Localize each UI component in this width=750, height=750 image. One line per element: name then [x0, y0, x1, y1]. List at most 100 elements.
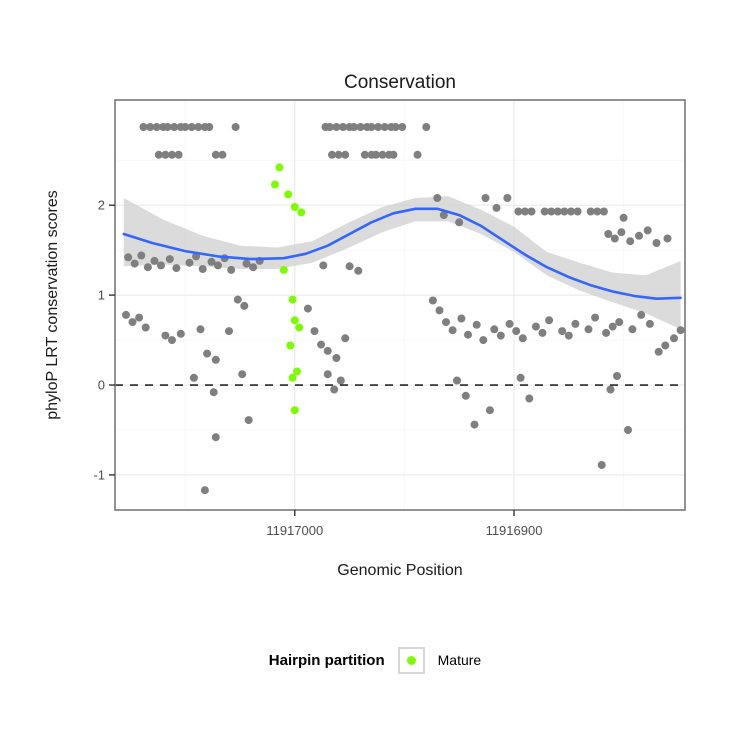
- data-point-other: [168, 336, 176, 345]
- data-point-mature: [275, 163, 284, 172]
- data-point-other: [514, 207, 523, 216]
- data-point-other: [137, 251, 146, 260]
- data-point-other: [540, 207, 549, 216]
- data-point-other: [567, 207, 575, 216]
- data-point-other: [189, 373, 198, 382]
- data-point-mature: [271, 180, 279, 189]
- panel-border: [114, 99, 686, 511]
- data-point-other: [185, 258, 194, 267]
- data-point-other: [249, 263, 258, 272]
- data-point-mature: [297, 208, 306, 217]
- data-point-other: [323, 370, 332, 379]
- data-point-other: [165, 255, 174, 264]
- data-point-other: [238, 370, 247, 379]
- data-point-other: [670, 334, 678, 343]
- data-point-other: [341, 334, 350, 343]
- data-point-other: [378, 150, 387, 159]
- data-point-other: [227, 265, 236, 274]
- data-point-other: [345, 262, 354, 271]
- x-axis-title: Genomic Position: [337, 562, 462, 579]
- data-point-other: [643, 226, 652, 235]
- data-point-other: [172, 264, 181, 273]
- confidence-ribbon: [123, 196, 681, 330]
- data-point-other: [586, 207, 595, 216]
- data-point-other: [538, 328, 547, 337]
- data-point-other: [323, 346, 332, 355]
- data-point-other: [645, 319, 654, 328]
- data-point-other: [336, 376, 345, 385]
- data-point-other: [591, 313, 600, 322]
- data-point-other: [560, 207, 569, 216]
- data-point-other: [231, 123, 240, 131]
- data-point-other: [654, 347, 663, 356]
- legend-title: Hairpin partition: [268, 651, 385, 669]
- data-point-other: [470, 420, 479, 429]
- data-point-other: [512, 327, 521, 336]
- data-point-other: [479, 336, 488, 345]
- mature-point-icon: [406, 655, 416, 665]
- data-point-other: [187, 123, 196, 131]
- data-point-other: [360, 150, 369, 159]
- data-point-other: [240, 301, 249, 310]
- data-point-other: [303, 304, 312, 313]
- data-point-other: [435, 306, 444, 315]
- legend: Hairpin partition Mature: [0, 638, 750, 682]
- data-point-other: [317, 340, 326, 349]
- data-point-other: [310, 327, 319, 336]
- data-point-other: [503, 194, 512, 202]
- data-point-other: [325, 123, 334, 131]
- data-point-other: [597, 461, 606, 469]
- x-tick-label: 11916900: [486, 523, 543, 538]
- data-point-other: [525, 394, 534, 403]
- data-point-other: [663, 234, 672, 243]
- data-point-other: [163, 123, 172, 131]
- data-point-other: [341, 150, 350, 159]
- data-point-other: [433, 194, 442, 202]
- smooth-line: [122, 207, 682, 301]
- data-point-other: [161, 331, 170, 340]
- data-point-other: [389, 150, 398, 159]
- data-point-other: [624, 426, 632, 434]
- data-point-other: [573, 207, 582, 216]
- data-point-other: [330, 385, 339, 394]
- data-point-other: [211, 433, 220, 442]
- data-point-other: [547, 207, 556, 216]
- data-point-other: [615, 318, 624, 327]
- data-point-mature: [288, 373, 297, 382]
- data-point-other: [442, 318, 450, 327]
- data-point-other: [354, 266, 363, 275]
- data-point-other: [516, 373, 525, 382]
- chart-title: Conservation: [344, 72, 456, 93]
- legend-key: [397, 646, 425, 674]
- data-point-other: [626, 237, 635, 246]
- data-point-other: [371, 150, 380, 159]
- legend-label-mature: Mature: [437, 652, 482, 668]
- data-point-other: [152, 123, 161, 131]
- data-point-other: [350, 123, 358, 131]
- y-axis-title: phyloP LRT conservation scores: [44, 190, 61, 419]
- data-point-other: [521, 207, 529, 216]
- data-point-other: [413, 150, 422, 159]
- plot-panel: [115, 100, 685, 510]
- data-point-other: [225, 327, 233, 336]
- data-point-other: [571, 319, 580, 328]
- data-point-other: [332, 354, 341, 362]
- data-point-other: [428, 296, 437, 305]
- conservation-plot: 2 1 0 -1 11916900 11917000 Conservation Genomi…: [44, 72, 686, 579]
- y-tick-label: 0: [98, 378, 105, 393]
- y-tick-label: 2: [98, 198, 105, 213]
- data-point-other: [205, 123, 214, 131]
- data-point-mature: [293, 367, 301, 376]
- data-point-other: [558, 327, 567, 336]
- data-point-other: [518, 334, 527, 343]
- data-point-other: [150, 256, 159, 265]
- data-point-other: [584, 325, 593, 334]
- data-point-other: [545, 316, 554, 325]
- data-point-other: [211, 150, 220, 159]
- data-point-other: [233, 295, 242, 304]
- data-point-other: [168, 150, 176, 159]
- y-tick-label: -1: [93, 467, 105, 482]
- data-point-other: [439, 211, 448, 220]
- data-point-other: [398, 123, 407, 131]
- data-point-other: [617, 228, 626, 237]
